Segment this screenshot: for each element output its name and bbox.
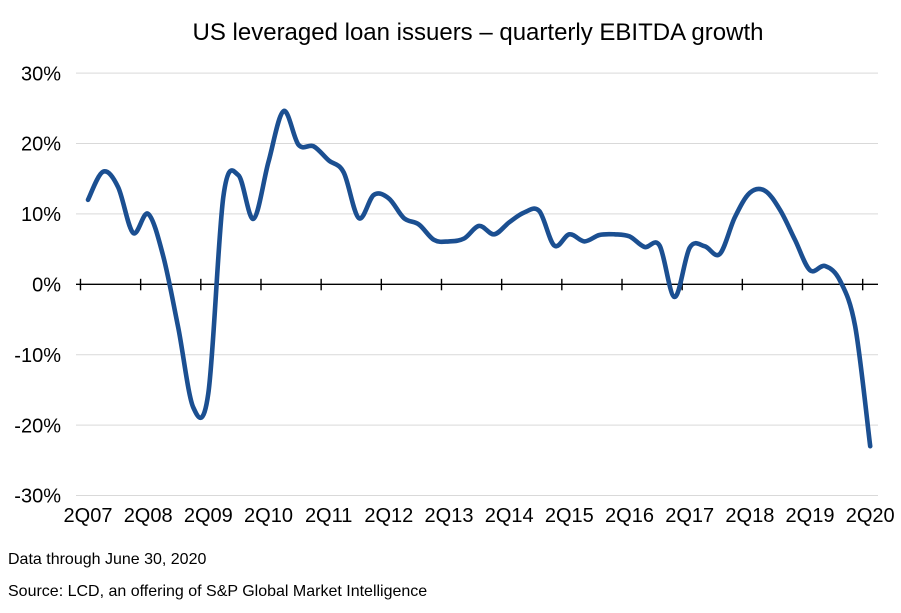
x-axis-label: 2Q12 <box>364 505 413 527</box>
ebitda-growth-series-line <box>85 108 873 449</box>
x-axis-label: 2Q18 <box>725 505 774 527</box>
x-axis-label: 2Q09 <box>184 505 233 527</box>
x-axis-label: 2Q10 <box>244 505 293 527</box>
x-axis-label: 2Q07 <box>64 505 113 527</box>
y-axis-label: -30% <box>14 486 61 508</box>
y-axis-label: 20% <box>21 134 61 156</box>
data-through-note: Data through June 30, 2020 <box>8 551 207 568</box>
chart-title: US leveraged loan issuers – quarterly EB… <box>192 19 764 46</box>
x-axis-label: 2Q13 <box>425 505 474 527</box>
x-axis-label: 2Q20 <box>846 505 895 527</box>
x-axis-label: 2Q15 <box>545 505 594 527</box>
x-axis-label: 2Q19 <box>786 505 835 527</box>
y-axis-label: -20% <box>14 415 61 437</box>
x-axis-label: 2Q11 <box>305 505 352 527</box>
x-axis-label: 2Q08 <box>124 505 173 527</box>
source-note: Source: LCD, an offering of S&P Global M… <box>8 583 428 600</box>
y-axis-label: 30% <box>21 63 61 85</box>
x-axis-label: 2Q16 <box>605 505 654 527</box>
x-axis-label: 2Q17 <box>665 505 714 527</box>
x-axis-label: 2Q14 <box>485 505 534 527</box>
y-axis-label: 0% <box>32 275 61 297</box>
y-axis-label: 10% <box>21 204 61 226</box>
y-axis-label: -10% <box>14 345 61 367</box>
